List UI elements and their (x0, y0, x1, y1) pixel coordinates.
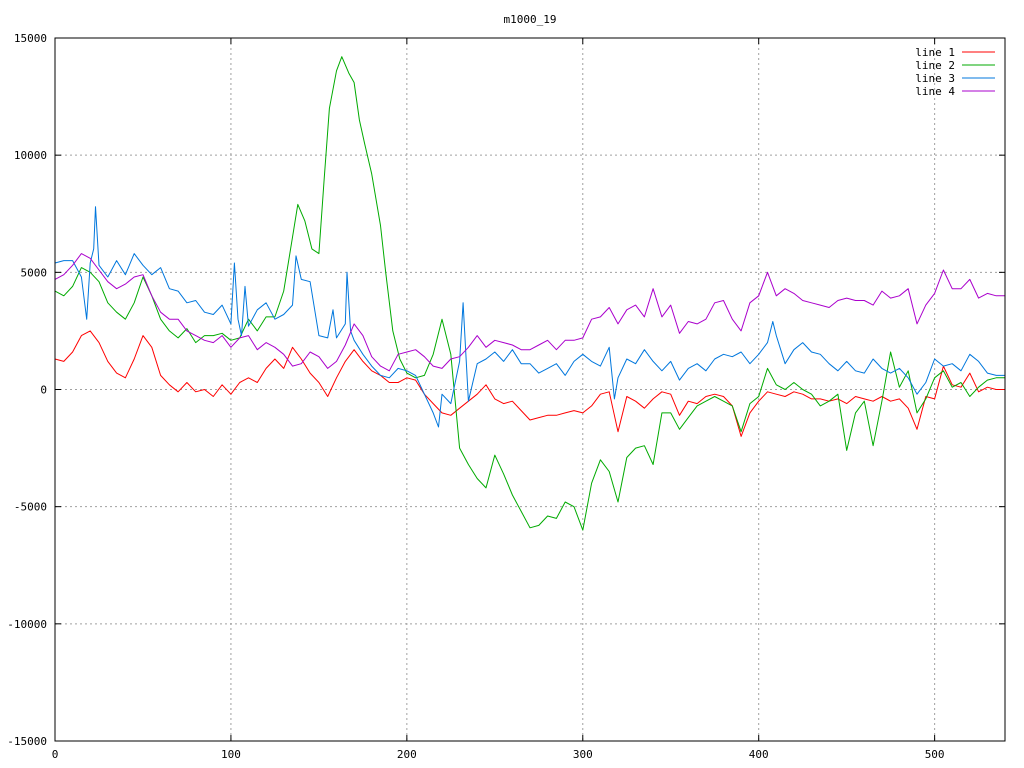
plot-frame (54, 37, 1006, 742)
y-tick-label: 0 (40, 384, 47, 397)
y-tick-label: 10000 (14, 149, 47, 162)
legend-label-4: line 4 (915, 85, 955, 98)
series-line-3 (54, 206, 1005, 428)
x-tick-label: 500 (925, 748, 945, 761)
y-tick-label: 15000 (14, 32, 47, 45)
x-tick-label: 200 (397, 748, 417, 761)
grid (55, 38, 1005, 741)
series-line-2 (54, 56, 1005, 531)
legend-label-3: line 3 (915, 72, 955, 85)
series-line-4 (54, 253, 1005, 372)
series-group (54, 56, 1005, 531)
y-tick-label: -10000 (7, 618, 47, 631)
x-tick-label: 300 (573, 748, 593, 761)
chart-title: m1000_19 (504, 13, 557, 26)
x-tick-label: 100 (221, 748, 241, 761)
legend-label-2: line 2 (915, 59, 955, 72)
y-tick-label: 5000 (21, 266, 48, 279)
y-tick-label: -15000 (7, 735, 47, 748)
legend-label-1: line 1 (915, 46, 955, 59)
x-tick-label: 0 (52, 748, 59, 761)
series-line-1 (54, 330, 1005, 437)
y-tick-label: -5000 (14, 501, 47, 514)
axes: -15000 -10000 -5000 0 5000 10000 15000 0 100 200 3… (7, 32, 1005, 761)
x-tick-label: 400 (749, 748, 769, 761)
